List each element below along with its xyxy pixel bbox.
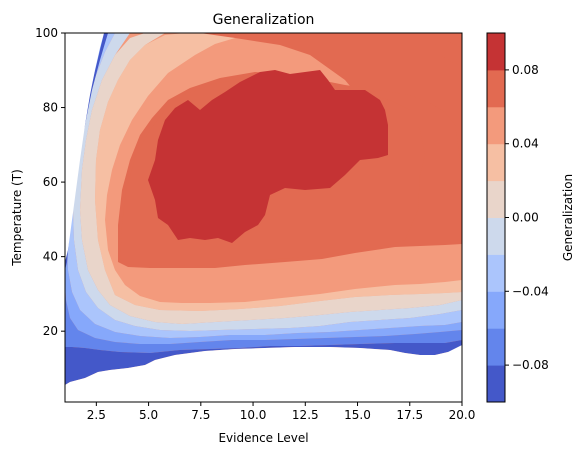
y-axis: 20 40 60 80 100 xyxy=(35,26,65,338)
colorbar-tick-label: −0.04 xyxy=(512,284,549,298)
contour-level-5 xyxy=(95,33,462,311)
x-axis-label: Evidence Level xyxy=(218,431,308,445)
y-tick-label: 100 xyxy=(35,26,58,40)
no-data-region xyxy=(65,33,104,262)
y-tick-label: 60 xyxy=(43,175,58,189)
contour-fill-area xyxy=(65,33,462,402)
plot-frame xyxy=(64,32,463,403)
y-tick-label: 20 xyxy=(43,324,58,338)
colorbar-tick-label: −0.08 xyxy=(512,358,549,372)
chart-title: Generalization xyxy=(213,12,315,28)
x-tick-label: 2.5 xyxy=(87,408,106,422)
y-tick-label: 40 xyxy=(43,250,58,264)
x-tick-label: 20.0 xyxy=(449,408,476,422)
y-axis-label: Temperature (T) xyxy=(10,169,24,267)
colorbar xyxy=(487,33,505,403)
contour-level-0 xyxy=(65,340,462,402)
colorbar-band xyxy=(487,254,505,292)
colorbar-tick-label: 0.00 xyxy=(512,211,539,225)
x-tick-label: 5.0 xyxy=(139,408,158,422)
colorbar-band xyxy=(487,365,505,403)
x-tick-label: 7.5 xyxy=(191,408,210,422)
colorbar-band xyxy=(487,69,505,108)
colorbar-band xyxy=(487,33,505,71)
contour-level-9-max xyxy=(148,70,388,243)
colorbar-band xyxy=(487,180,505,218)
colorbar-tick-label: 0.08 xyxy=(512,63,539,77)
contour-level-7 xyxy=(430,33,462,66)
contour-level-0 xyxy=(65,285,462,353)
colorbar-band xyxy=(487,106,505,145)
colorbar-label: Generalization xyxy=(561,174,575,261)
contour-level-4 xyxy=(80,33,462,324)
colorbar-tick-label: 0.04 xyxy=(512,137,539,151)
colorbar-band xyxy=(487,217,505,255)
no-data-region xyxy=(65,345,462,402)
x-tick-label: 10.0 xyxy=(240,408,267,422)
colorbar-band xyxy=(487,328,505,366)
y-tick-label: 80 xyxy=(43,101,58,115)
x-axis: 2.5 5.0 7.5 10.0 12.5 15.0 17.5 20.0 xyxy=(87,402,476,422)
colorbar-band xyxy=(487,291,505,329)
colorbar-band xyxy=(487,143,505,182)
colorbar-axis: 0.08 0.04 0.00 −0.04 −0.08 xyxy=(505,63,549,372)
x-tick-label: 17.5 xyxy=(396,408,423,422)
x-tick-label: 12.5 xyxy=(292,408,319,422)
x-tick-label: 15.0 xyxy=(344,408,371,422)
